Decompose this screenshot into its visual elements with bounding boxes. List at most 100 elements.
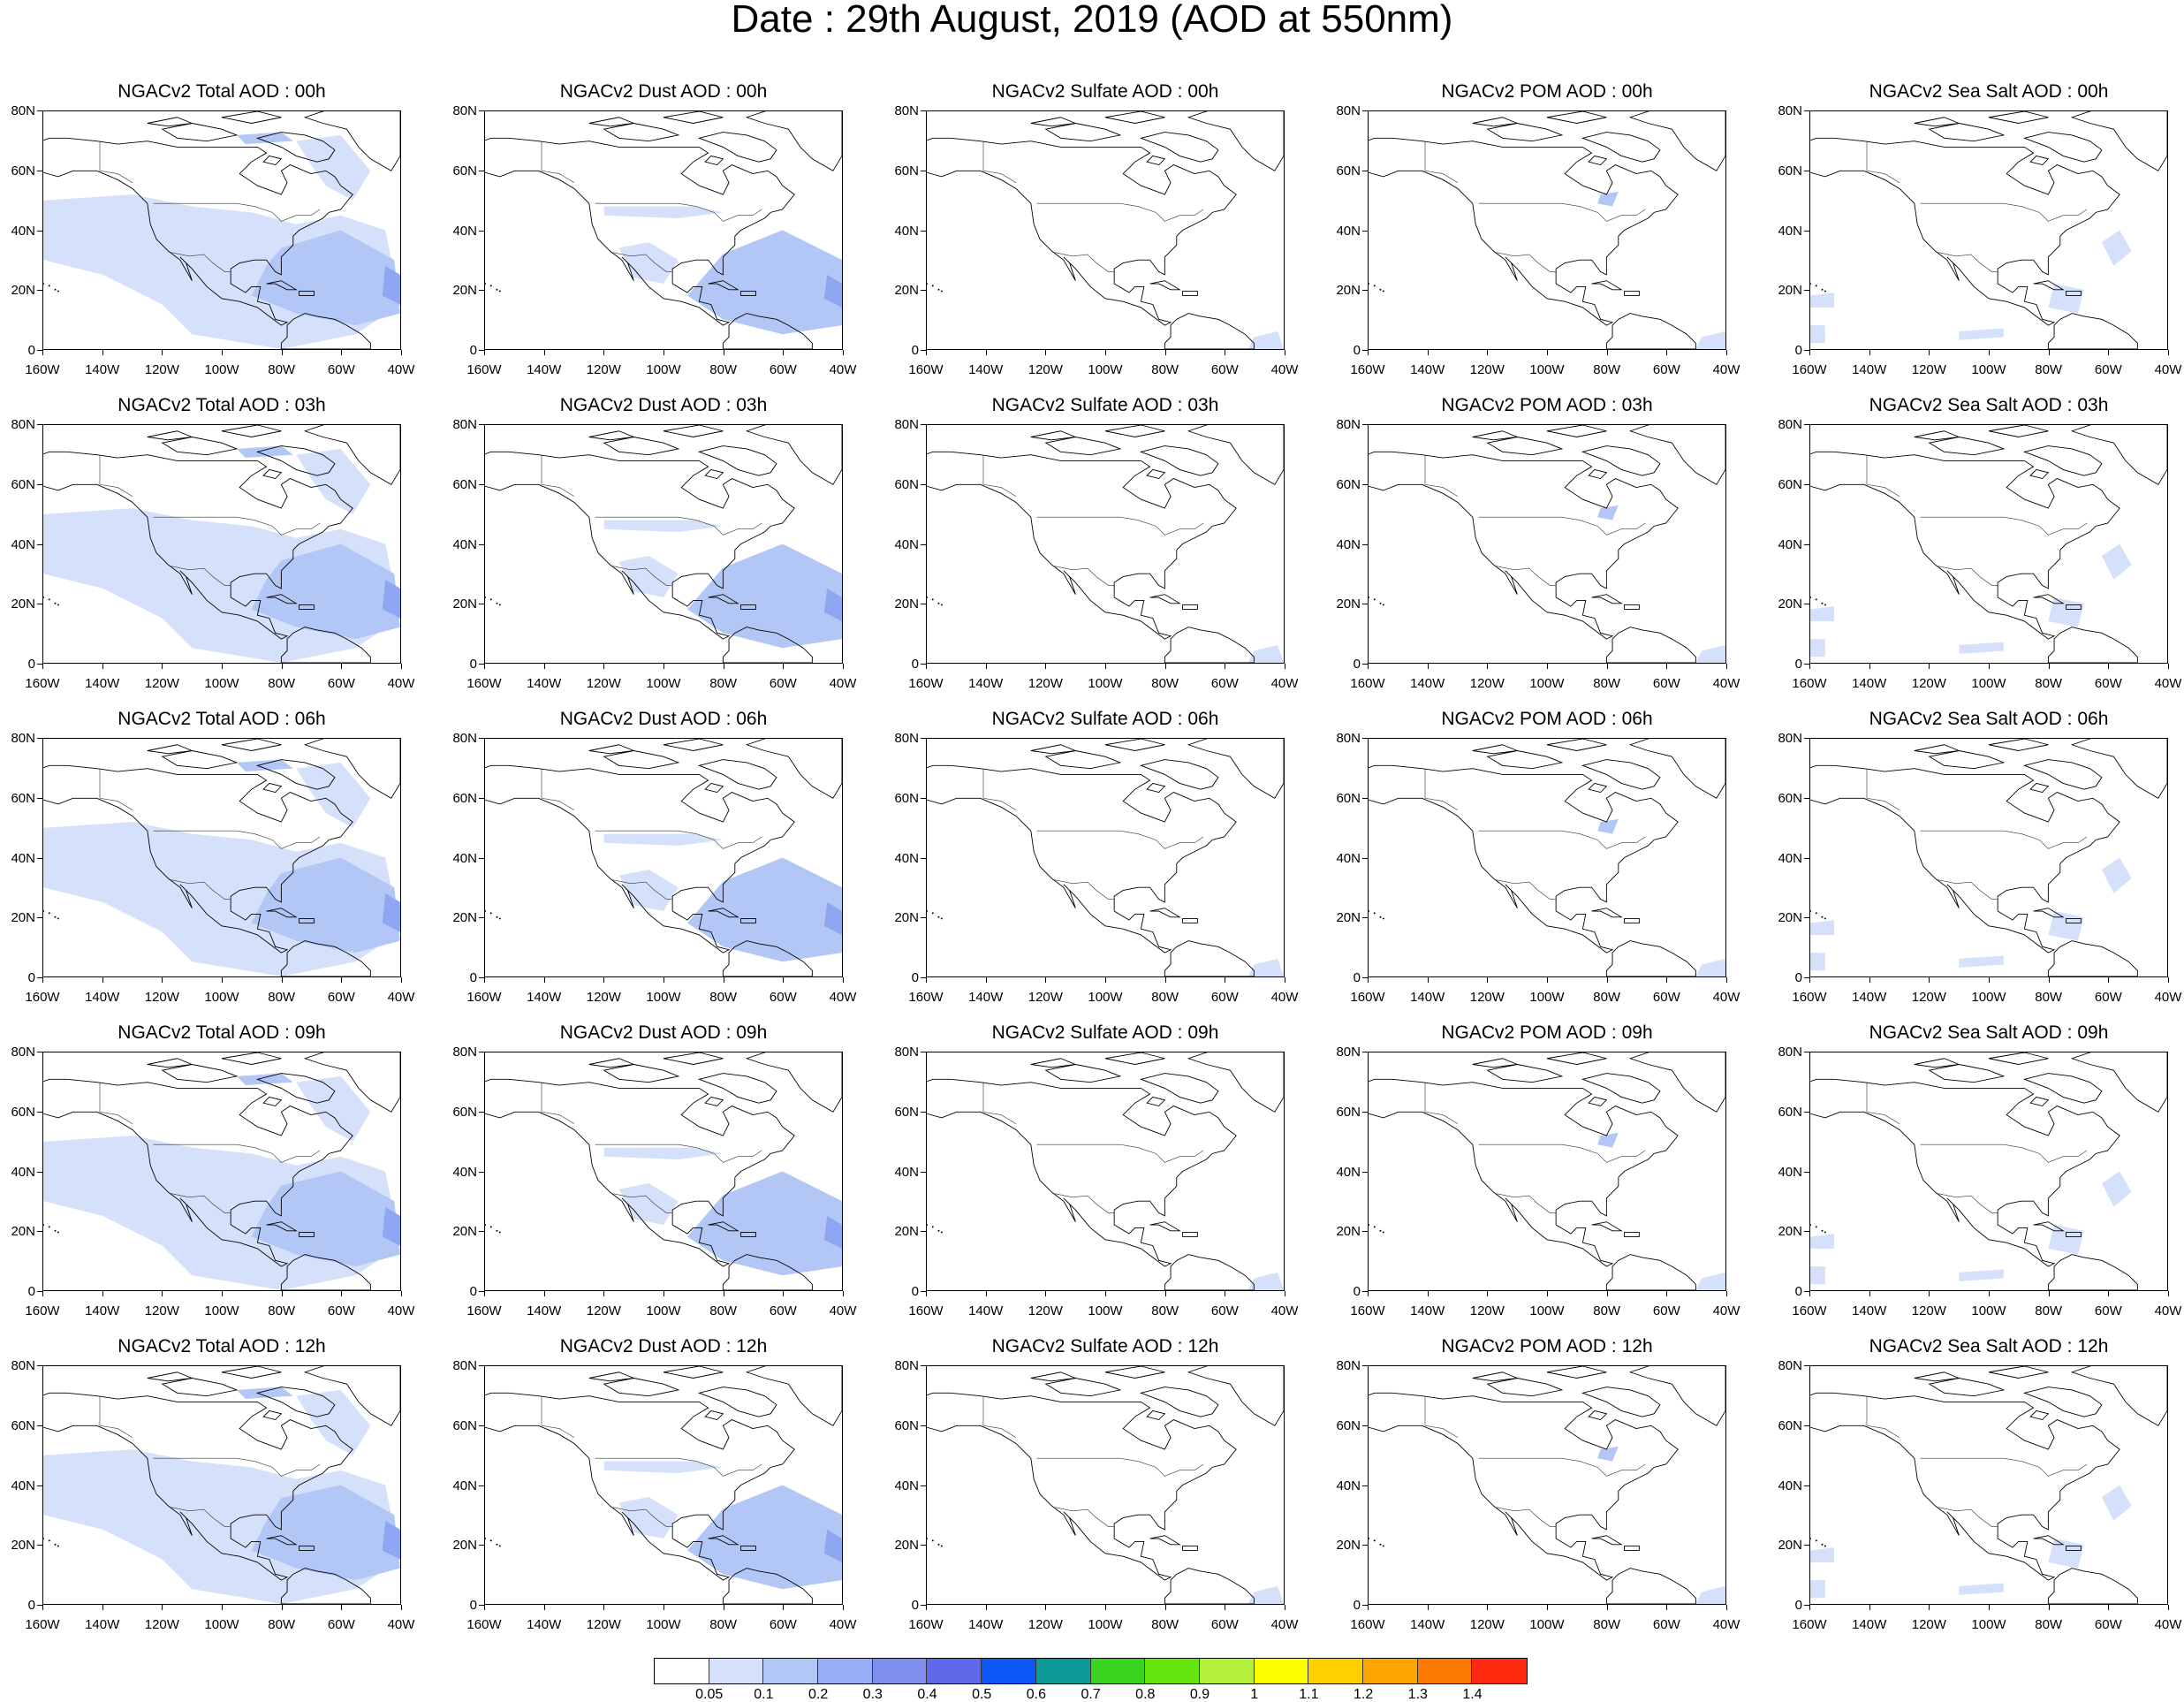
island-dot bbox=[927, 910, 928, 913]
island-dot bbox=[1815, 1226, 1817, 1228]
lat-tick bbox=[1362, 290, 1368, 292]
coastline bbox=[2047, 1568, 2138, 1604]
country-border bbox=[153, 202, 321, 222]
lat-tick-label: 80N bbox=[1336, 417, 1361, 432]
island-dot bbox=[1821, 602, 1824, 604]
lon-tick bbox=[843, 1605, 844, 1610]
lat-tick bbox=[37, 1171, 42, 1173]
lon-tick-label: 160W bbox=[908, 362, 944, 377]
country-border bbox=[982, 768, 1017, 810]
island-dot bbox=[1379, 1543, 1382, 1546]
lon-tick-label: 120W bbox=[1469, 990, 1505, 1005]
lat-tick bbox=[921, 738, 926, 739]
coastline bbox=[1928, 750, 2006, 770]
coastline bbox=[2066, 1545, 2082, 1551]
country-border bbox=[153, 516, 321, 536]
lat-tick-label: 0 bbox=[469, 970, 477, 985]
island-dot bbox=[1815, 285, 1817, 287]
island-dot bbox=[489, 1226, 492, 1228]
coastline bbox=[1591, 1535, 1623, 1546]
lon-tick bbox=[1869, 977, 1870, 983]
lat-tick bbox=[37, 1111, 42, 1113]
lon-tick bbox=[926, 977, 927, 983]
lon-tick bbox=[1487, 977, 1489, 983]
country-border bbox=[1478, 1144, 1646, 1163]
map-canvas bbox=[1810, 1052, 2167, 1290]
lon-tick bbox=[2048, 977, 2050, 983]
coastline bbox=[2033, 594, 2065, 604]
coastline bbox=[1182, 290, 1198, 296]
lon-tick bbox=[1989, 1605, 1990, 1610]
aod-shading bbox=[2048, 1539, 2084, 1569]
lat-tick bbox=[1804, 1605, 1809, 1606]
country-border bbox=[99, 141, 133, 183]
lat-tick-label: 40N bbox=[1336, 850, 1361, 866]
lon-tick-label: 60W bbox=[1652, 1303, 1680, 1318]
lon-tick-label: 160W bbox=[25, 362, 60, 377]
lon-tick-label: 120W bbox=[1028, 990, 1063, 1005]
lon-tick bbox=[1606, 977, 1608, 983]
country-border bbox=[1054, 566, 1115, 586]
lon-tick bbox=[222, 1605, 223, 1610]
country-border bbox=[1866, 768, 1900, 810]
lon-tick-label: 40W bbox=[829, 990, 857, 1005]
lon-tick-label: 100W bbox=[1529, 990, 1565, 1005]
island-dot bbox=[43, 1224, 44, 1227]
coastline bbox=[1588, 1096, 1608, 1107]
coastline bbox=[2070, 111, 2167, 171]
coastline bbox=[1149, 280, 1181, 291]
aod-shading bbox=[251, 230, 400, 326]
lat-tick bbox=[921, 1111, 926, 1113]
aod-shading bbox=[1247, 644, 1284, 663]
coastline bbox=[2022, 132, 2103, 163]
coastline bbox=[704, 468, 724, 480]
lat-tick-label: 20N bbox=[1778, 596, 1802, 612]
lon-tick bbox=[401, 664, 402, 669]
aod-shading bbox=[1959, 642, 2004, 654]
coastline bbox=[1146, 468, 1166, 480]
colorbar-label: 1.1 bbox=[1299, 1687, 1319, 1702]
lat-tick-label: 60N bbox=[452, 790, 477, 806]
lon-tick bbox=[543, 977, 545, 983]
country-border bbox=[595, 830, 762, 849]
lon-tick bbox=[783, 664, 785, 669]
island-dot bbox=[57, 604, 59, 606]
lon-tick bbox=[1726, 1291, 1727, 1296]
lat-tick-label: 40N bbox=[894, 850, 919, 866]
lon-tick-label: 100W bbox=[646, 990, 681, 1005]
country-border bbox=[595, 1144, 762, 1163]
lat-tick bbox=[37, 230, 42, 232]
aod-shading bbox=[686, 543, 842, 649]
map-panel-dust-06h bbox=[484, 738, 843, 977]
island-dot bbox=[940, 290, 943, 293]
country-border bbox=[1424, 454, 1459, 497]
lon-tick-label: 140W bbox=[85, 1303, 120, 1318]
lat-tick-label: 0 bbox=[1794, 970, 1802, 985]
lon-tick-label: 140W bbox=[527, 990, 562, 1005]
lon-tick-label: 160W bbox=[25, 1617, 60, 1632]
lon-tick bbox=[1164, 1291, 1166, 1296]
country-border bbox=[153, 1144, 321, 1163]
coastline bbox=[1810, 1392, 2120, 1581]
island-dot bbox=[931, 1226, 934, 1228]
island-dot bbox=[1821, 1543, 1824, 1546]
colorbar-swatch bbox=[1362, 1659, 1418, 1683]
lon-tick-label: 100W bbox=[204, 1303, 239, 1318]
coastline bbox=[1149, 1535, 1181, 1546]
coastline bbox=[1546, 739, 1607, 751]
lon-tick-label: 60W bbox=[2094, 1617, 2122, 1632]
lon-tick bbox=[222, 350, 223, 355]
lat-tick bbox=[479, 483, 484, 485]
coastline bbox=[1030, 117, 1076, 127]
lon-tick bbox=[1045, 1605, 1047, 1610]
coastline bbox=[2070, 425, 2167, 485]
aod-shading bbox=[1959, 1583, 2004, 1595]
lon-tick bbox=[1809, 664, 1810, 669]
lat-tick-label: 0 bbox=[1794, 1598, 1802, 1613]
coastline bbox=[1928, 1064, 2006, 1083]
coastline bbox=[2022, 1387, 2103, 1417]
lat-tick bbox=[1362, 1485, 1368, 1486]
island-dot bbox=[48, 598, 50, 601]
lon-tick bbox=[543, 664, 545, 669]
map-canvas bbox=[485, 425, 842, 663]
